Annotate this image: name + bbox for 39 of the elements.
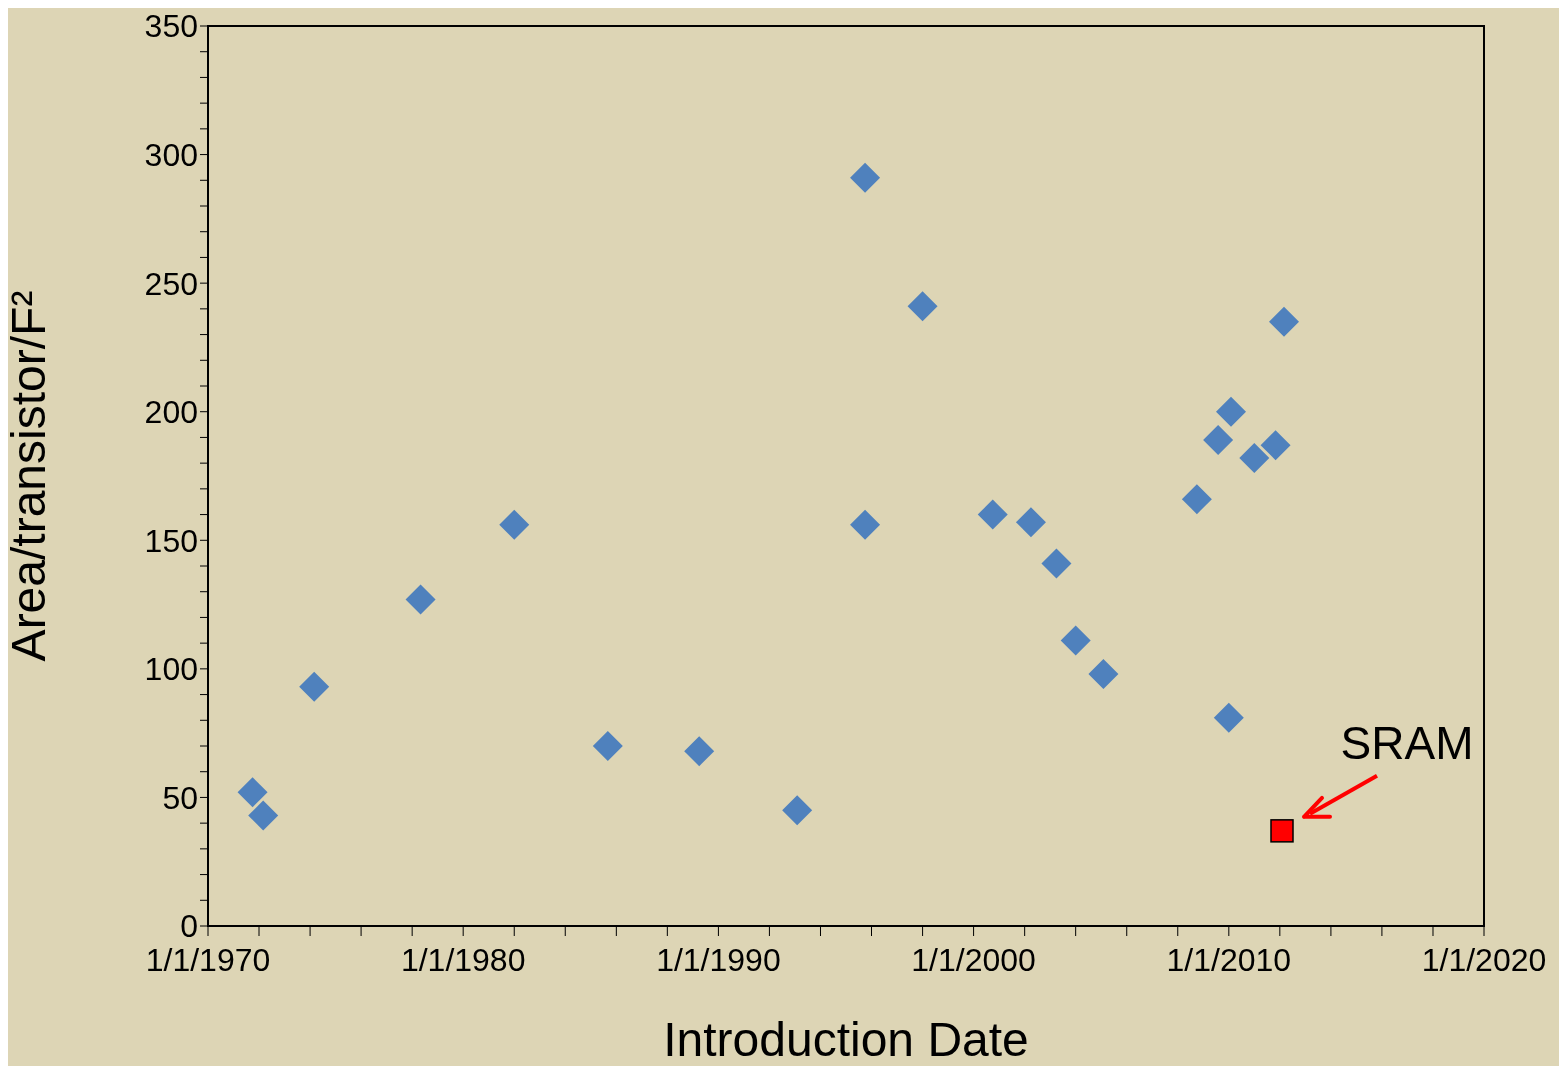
- point: [1269, 306, 1300, 337]
- point: [1181, 484, 1212, 515]
- point: [1041, 548, 1072, 579]
- x-tick-label: 1/1/1980: [400, 941, 526, 978]
- y-tick-label: 200: [144, 394, 198, 431]
- x-tick-label: 1/1/2000: [911, 941, 1036, 978]
- point: [237, 777, 268, 808]
- point: [1060, 625, 1091, 656]
- point: [1213, 702, 1244, 733]
- point: [1203, 425, 1234, 455]
- annotation: SRAM: [1340, 716, 1474, 769]
- y-tick-label: 100: [144, 651, 198, 688]
- y-tick-label: 300: [144, 136, 198, 173]
- y-axis-title: Area/transistor/F²: [2, 290, 56, 662]
- point: [592, 731, 623, 761]
- point: [850, 509, 881, 540]
- x-tick-label: 1/1/2020: [1421, 941, 1547, 978]
- y-tick-label: 150: [144, 522, 198, 559]
- point: [850, 162, 881, 193]
- point: [977, 499, 1008, 530]
- point: [907, 291, 938, 322]
- y-tick-label: 50: [162, 779, 198, 816]
- point: [782, 795, 813, 826]
- point: [1270, 819, 1294, 843]
- point: [499, 509, 530, 540]
- y-tick-label: 250: [144, 265, 198, 302]
- x-tick-label: 1/1/1990: [656, 941, 781, 978]
- point: [1260, 430, 1291, 461]
- point: [1088, 659, 1119, 689]
- point: [1015, 507, 1046, 538]
- point: [299, 671, 330, 702]
- point: [1239, 443, 1270, 473]
- point: [1215, 396, 1246, 427]
- x-axis-title: Introduction Date: [663, 1013, 1029, 1066]
- point: [248, 800, 279, 831]
- point: [405, 584, 436, 615]
- point: [684, 736, 715, 767]
- x-tick-label: 1/1/2010: [1166, 941, 1292, 978]
- y-tick-label: 350: [144, 8, 198, 45]
